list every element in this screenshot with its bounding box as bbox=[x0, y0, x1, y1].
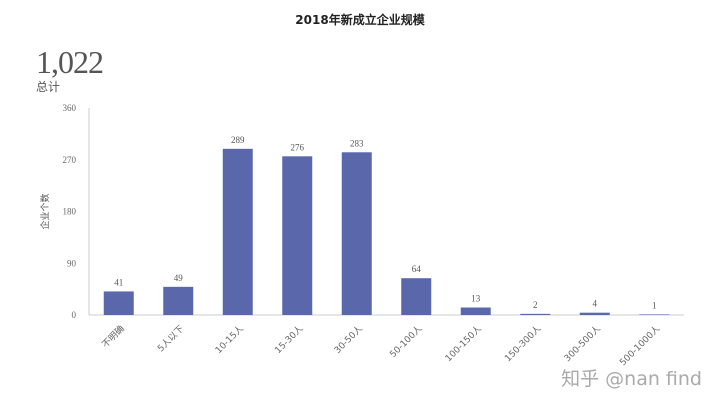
y-tick-label: 270 bbox=[63, 155, 77, 165]
bar bbox=[579, 312, 610, 315]
bar bbox=[163, 286, 194, 315]
y-axis-label: 企业个数 bbox=[39, 193, 51, 229]
x-tick-label: 300-500人 bbox=[562, 323, 603, 364]
total-value: 1,022 bbox=[36, 44, 104, 80]
x-tick-label: 100-150人 bbox=[443, 323, 484, 364]
bar bbox=[639, 314, 670, 315]
data-label: 41 bbox=[114, 277, 123, 287]
data-label: 4 bbox=[593, 299, 598, 309]
watermark: 知乎 @nan find bbox=[561, 368, 702, 390]
y-tick-label: 90 bbox=[67, 258, 77, 268]
data-label: 276 bbox=[291, 142, 305, 152]
y-tick-label: 180 bbox=[63, 207, 77, 217]
data-label: 49 bbox=[174, 273, 184, 283]
bar bbox=[520, 313, 551, 315]
x-tick-label: 不明确 bbox=[99, 323, 127, 351]
data-label: 289 bbox=[231, 135, 245, 145]
bar bbox=[401, 278, 432, 315]
x-tick-label: 5人以下 bbox=[155, 323, 186, 354]
x-tick-label: 15-30人 bbox=[273, 323, 306, 356]
data-label: 283 bbox=[350, 138, 364, 148]
y-tick-label: 0 bbox=[72, 310, 77, 320]
x-tick-label: 500-1000人 bbox=[618, 323, 663, 368]
data-label: 13 bbox=[471, 294, 481, 304]
y-tick-label: 360 bbox=[63, 103, 77, 113]
bar bbox=[341, 152, 372, 315]
chart-title: 2018年新成立企业规模 bbox=[295, 13, 425, 27]
bar bbox=[282, 156, 313, 315]
bar bbox=[460, 307, 491, 315]
total-label: 总计 bbox=[36, 80, 61, 94]
x-tick-label: 10-15人 bbox=[213, 323, 246, 356]
bar bbox=[103, 291, 134, 315]
x-tick-label: 30-50人 bbox=[332, 323, 365, 356]
x-tick-label: 150-300人 bbox=[503, 323, 544, 364]
data-label: 2 bbox=[533, 300, 538, 310]
bar bbox=[222, 148, 253, 315]
data-label: 1 bbox=[652, 300, 657, 310]
data-label: 64 bbox=[412, 264, 422, 274]
x-tick-label: 50-100人 bbox=[388, 323, 425, 360]
